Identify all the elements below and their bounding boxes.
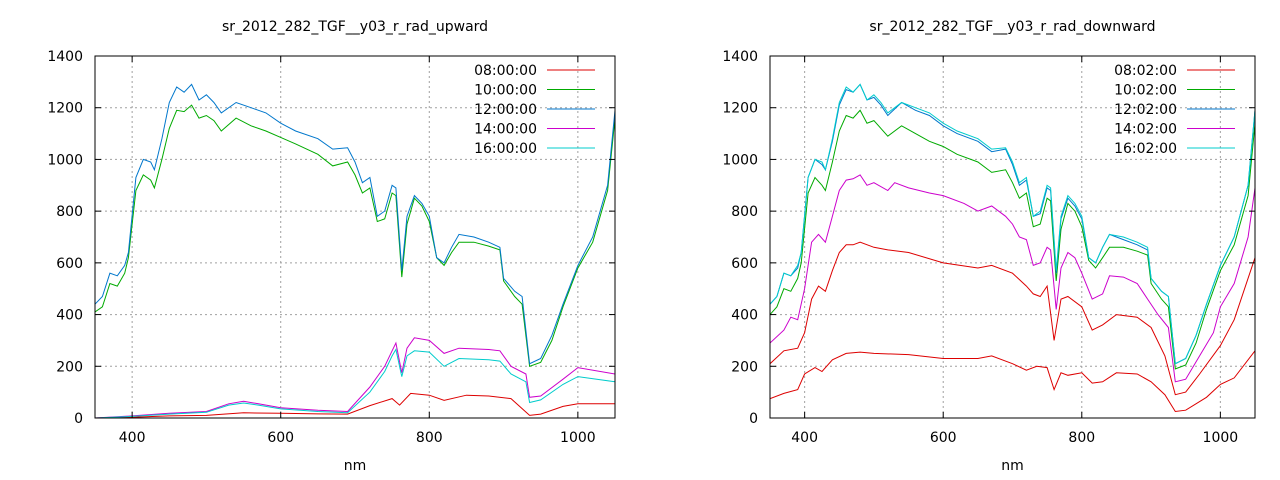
series-line-5 — [770, 241, 1255, 396]
y-tick-label: 1400 — [47, 49, 83, 65]
legend-label: 12:02:00 — [1114, 102, 1177, 118]
legend-label: 08:00:00 — [474, 63, 537, 79]
series-line-4 — [95, 348, 615, 418]
series-line-3 — [770, 174, 1255, 383]
plot-frame — [769, 55, 1256, 419]
plot-frame — [94, 55, 616, 419]
x-tick-label: 1000 — [560, 430, 596, 446]
x-tick-label: 400 — [119, 430, 146, 446]
y-tick-label: 800 — [56, 204, 83, 220]
x-tick-label: 1000 — [1203, 430, 1239, 446]
y-tick-label: 1200 — [47, 101, 83, 117]
legend-label: 12:00:00 — [474, 102, 537, 118]
x-tick-label: 600 — [267, 430, 294, 446]
series-line-0 — [95, 392, 615, 418]
series-line-0 — [770, 350, 1255, 413]
legend-label: 08:02:00 — [1114, 63, 1177, 79]
y-tick-label: 1200 — [722, 101, 758, 117]
chart-title: sr_2012_282_TGF__y03_r_rad_downward — [869, 19, 1155, 35]
y-tick-label: 400 — [56, 308, 83, 324]
y-tick-label: 600 — [56, 256, 83, 272]
x-tick-label: 600 — [930, 430, 957, 446]
y-tick-label: 1000 — [47, 152, 83, 168]
legend-label: 14:02:00 — [1114, 122, 1177, 138]
chart-panel-downward: sr_2012_282_TGF__y03_r_rad_downward nm 4… — [722, 19, 1256, 474]
series-line-2 — [95, 83, 615, 365]
legend-label: 16:00:00 — [474, 141, 537, 157]
y-tick-label: 1400 — [722, 49, 758, 65]
series-line-1 — [770, 109, 1255, 370]
legend-label: 16:02:00 — [1114, 141, 1177, 157]
x-axis-label: nm — [344, 458, 367, 474]
y-tick-label: 1000 — [722, 152, 758, 168]
legend-label: 14:00:00 — [474, 122, 537, 138]
series-line-4 — [770, 83, 1255, 365]
x-tick-label: 800 — [1068, 430, 1095, 446]
y-tick-label: 0 — [74, 411, 83, 427]
chart-title: sr_2012_282_TGF__y03_r_rad_upward — [222, 19, 488, 35]
series-line-3 — [95, 337, 615, 418]
x-tick-label: 800 — [416, 430, 443, 446]
legend-label: 10:02:00 — [1114, 83, 1177, 99]
x-axis-label: nm — [1001, 458, 1024, 474]
chart-panel-upward: sr_2012_282_TGF__y03_r_rad_upward nm 400… — [47, 19, 616, 474]
legend-label: 10:00:00 — [474, 83, 537, 99]
y-tick-label: 200 — [56, 359, 83, 375]
series-line-1 — [95, 104, 615, 367]
x-tick-label: 400 — [791, 430, 818, 446]
y-tick-label: 600 — [731, 256, 758, 272]
y-tick-label: 0 — [749, 411, 758, 427]
y-tick-label: 400 — [731, 308, 758, 324]
y-tick-label: 200 — [731, 359, 758, 375]
y-tick-label: 800 — [731, 204, 758, 220]
